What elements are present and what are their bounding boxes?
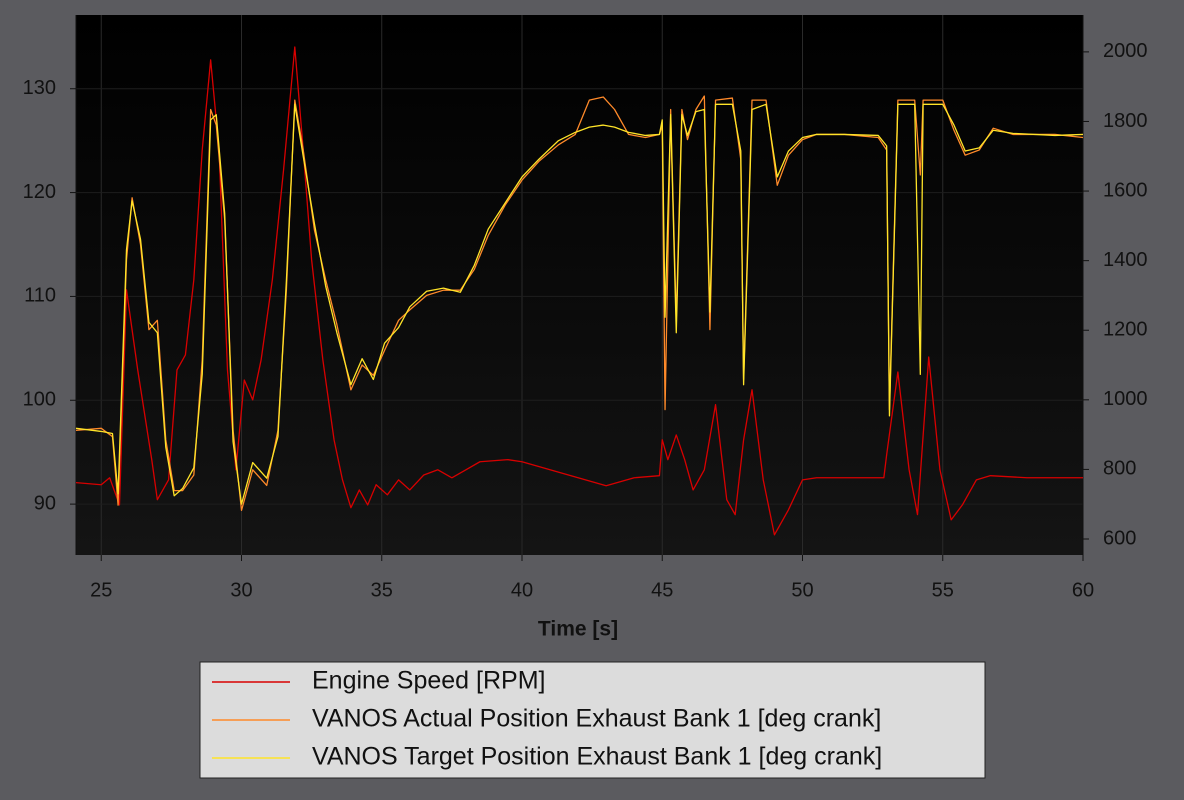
- x-axis-label: Time [s]: [538, 618, 618, 641]
- y-tick-label: 110: [24, 285, 56, 307]
- x-tick-label: 50: [791, 579, 813, 601]
- y2-tick-label: 1200: [1103, 319, 1148, 341]
- y-tick-label: 100: [23, 389, 56, 411]
- x-tick-label: 45: [651, 579, 673, 601]
- y2-tick-label: 1800: [1103, 110, 1148, 132]
- x-tick-label: 35: [371, 579, 393, 601]
- y-tick-label: 130: [23, 77, 56, 99]
- y2-tick-label: 2000: [1103, 40, 1148, 62]
- series-line: [75, 95, 1084, 511]
- x-tick-label: 55: [932, 579, 954, 601]
- legend: [199, 661, 986, 779]
- y2-tick-label: 600: [1103, 527, 1136, 549]
- legend-label: Engine Speed [RPM]: [312, 667, 545, 695]
- x-tick-label: 30: [230, 579, 252, 601]
- y2-tick-label: 1000: [1103, 388, 1148, 410]
- legend-label: VANOS Actual Position Exhaust Bank 1 [de…: [312, 705, 881, 733]
- x-tick-label: 60: [1072, 579, 1094, 601]
- y2-tick-label: 1400: [1103, 249, 1148, 271]
- x-tick-label: 40: [511, 579, 533, 601]
- legend-label: VANOS Target Position Exhaust Bank 1 [de…: [312, 743, 882, 771]
- series-line: [75, 46, 1083, 536]
- y-tick-label: 90: [34, 492, 56, 514]
- y2-tick-label: 1600: [1103, 179, 1148, 201]
- y2-tick-label: 800: [1103, 458, 1136, 480]
- y-tick-label: 120: [23, 181, 56, 203]
- series-line: [75, 103, 1084, 505]
- x-tick-label: 25: [90, 579, 112, 601]
